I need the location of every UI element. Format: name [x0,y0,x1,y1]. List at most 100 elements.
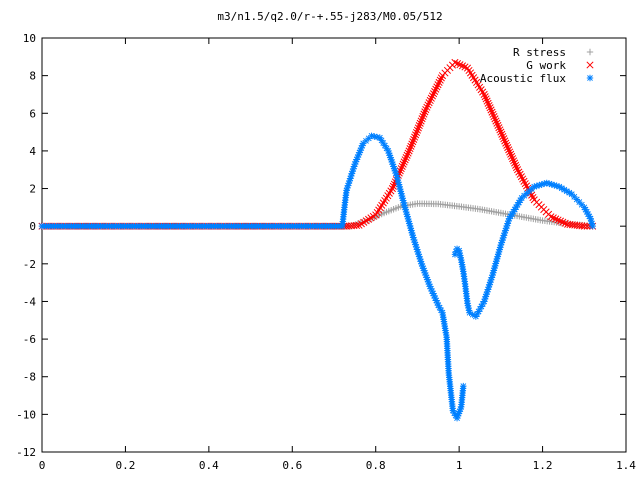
data-point [357,147,364,154]
data-point [428,287,436,295]
x-tick-label: 0.8 [366,459,386,472]
data-point [576,198,583,206]
data-point [411,239,418,246]
y-tick-label: 4 [29,145,36,158]
data-point [496,126,504,134]
data-point [404,215,412,223]
data-point [503,222,511,230]
data-point [343,187,350,194]
data-point [402,206,409,213]
data-point [408,140,416,148]
data-point [460,382,467,390]
data-point [431,87,439,95]
data-point [533,182,540,190]
data-point [409,138,417,146]
data-point [433,83,441,91]
data-point [405,147,413,155]
data-point [472,313,480,320]
data-point [434,81,442,89]
data-point [484,288,491,296]
data-point [486,281,493,288]
data-point [505,217,512,225]
data-point [496,246,503,253]
data-point [399,197,407,204]
data-point [420,110,428,118]
data-point [428,92,436,100]
data-point [481,93,489,101]
data-point [355,151,362,159]
data-point [453,414,461,422]
data-point [510,157,518,165]
data-point [429,290,437,297]
data-point [489,271,496,279]
data-point [403,211,411,218]
data-point [531,183,538,190]
data-point [430,292,438,300]
data-point [350,163,358,170]
data-point [393,174,401,181]
data-point [419,262,426,270]
data-point [402,208,410,216]
plot-frame [41,37,627,453]
data-point [559,218,567,226]
y-tick-label: 6 [29,107,36,120]
data-point [581,204,588,211]
data-point [347,172,355,180]
data-point [408,227,415,234]
data-point [417,258,425,265]
legend-label: R stress [513,46,566,59]
data-point [380,139,387,147]
data-point [346,177,353,185]
data-point [480,90,488,99]
data-point [400,158,408,166]
data-point [365,135,372,142]
data-point [347,175,354,182]
data-point [499,237,506,244]
data-point [436,304,443,311]
data-point [419,112,427,120]
data-point [561,219,569,227]
data-point [587,215,594,222]
data-point [387,154,394,161]
data-point [407,225,414,232]
data-point [353,156,360,163]
data-point [422,271,429,279]
data-point [504,144,512,152]
data-point [424,276,431,283]
data-point [509,155,517,163]
data-point [437,307,445,314]
data-point [492,260,499,267]
data-point [424,101,432,109]
data-point [393,172,400,179]
data-point [354,153,361,161]
data-point [452,248,460,255]
y-tick-label: -10 [16,408,36,421]
legend-marker [586,61,594,69]
data-point [556,217,565,225]
data-point [485,101,493,110]
data-point [563,187,570,195]
data-point [406,222,414,230]
y-tick-label: -2 [23,258,36,271]
data-point [508,152,516,160]
data-point [510,208,517,215]
data-point [352,158,359,165]
x-tick-label: 1.2 [533,459,553,472]
data-point [500,232,508,239]
data-point [552,215,560,223]
data-point [490,267,497,274]
data-point [410,234,417,241]
data-point [457,405,464,413]
data-point [511,159,519,167]
data-point [406,145,414,153]
data-point [538,181,545,188]
data-point [401,201,408,209]
data-point [395,179,402,186]
data-point [506,215,513,222]
data-point [437,74,445,82]
data-point [394,176,401,184]
data-point [407,142,415,150]
data-point [511,206,518,213]
data-point [541,180,548,187]
data-point [426,283,434,290]
